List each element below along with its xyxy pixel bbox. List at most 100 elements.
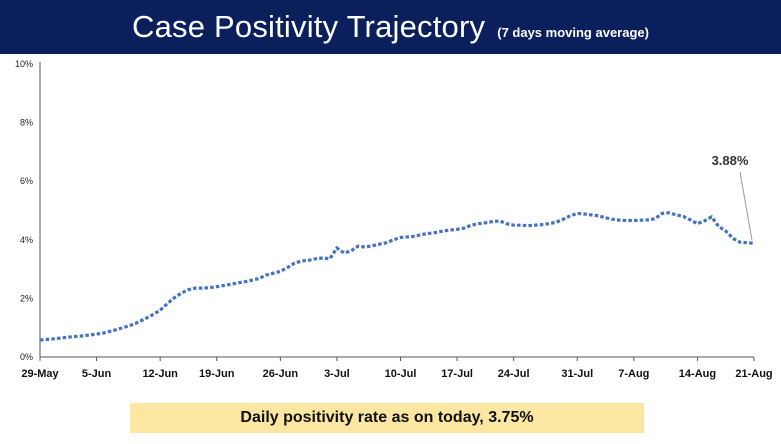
data-point	[640, 219, 642, 221]
data-point	[477, 223, 479, 225]
data-point	[315, 258, 317, 260]
data-point	[456, 228, 458, 230]
data-point	[371, 245, 373, 247]
x-tick-label: 7-Aug	[618, 368, 649, 380]
data-point	[598, 215, 600, 217]
data-point	[223, 285, 225, 287]
data-point	[251, 279, 253, 281]
data-point	[237, 282, 239, 284]
y-tick-label: 10%	[15, 59, 33, 69]
data-point	[491, 221, 493, 223]
data-point	[67, 336, 69, 338]
data-point	[506, 223, 508, 225]
data-point	[725, 230, 727, 232]
x-tick-label: 5-Jun	[82, 368, 112, 380]
data-point	[279, 270, 281, 272]
data-point	[534, 224, 536, 226]
positivity-series-line	[39, 211, 755, 342]
daily-positivity-callout: Daily positivity rate as on today, 3.75%	[130, 403, 644, 433]
data-point	[576, 212, 578, 214]
data-point	[230, 283, 232, 285]
data-point	[46, 338, 48, 340]
data-point	[647, 219, 649, 221]
annotation-label: 3.88%	[712, 153, 749, 168]
annotation-group: 3.88%	[712, 153, 753, 241]
x-tick-label: 26-Jun	[263, 368, 299, 380]
data-point	[385, 242, 387, 244]
data-point	[626, 220, 628, 222]
data-point	[569, 215, 571, 217]
data-point	[633, 220, 635, 222]
data-point	[583, 213, 585, 215]
data-point	[265, 274, 267, 276]
data-point	[159, 309, 161, 311]
data-point	[131, 324, 133, 326]
data-point	[654, 218, 656, 220]
data-point	[414, 235, 416, 237]
data-point	[294, 262, 296, 264]
data-point	[704, 220, 706, 222]
data-point	[696, 223, 698, 225]
data-point	[513, 224, 515, 226]
data-point	[378, 243, 380, 245]
x-tick-label: 3-Jul	[324, 368, 350, 380]
data-point	[605, 217, 607, 219]
y-tick-label: 2%	[20, 293, 33, 303]
data-point	[484, 222, 486, 224]
data-point	[435, 232, 437, 234]
data-point	[117, 328, 119, 330]
data-point	[74, 336, 76, 338]
data-point	[619, 219, 621, 221]
line-chart: 0% 2% 4% 6% 8% 10% 29-May 5-Jun 12-Jun 19-Jun 26-…	[15, 59, 773, 380]
data-point	[463, 227, 465, 229]
chart-axes	[39, 62, 754, 358]
data-point	[739, 241, 741, 243]
x-tick-label: 24-Jul	[498, 368, 530, 380]
data-point	[400, 237, 402, 239]
data-point	[96, 333, 98, 335]
page-subtitle: (7 days moving average)	[497, 24, 649, 40]
data-point	[527, 225, 529, 227]
data-point	[216, 286, 218, 288]
x-tick-label: 21-Aug	[735, 368, 772, 380]
data-point	[449, 229, 451, 231]
x-tick-label: 29-May	[21, 368, 59, 380]
x-tick-label: 19-Jun	[199, 368, 235, 380]
data-point	[590, 214, 592, 216]
data-point	[555, 221, 557, 223]
x-axis-labels: 29-May 5-Jun 12-Jun 19-Jun 26-Jun 3-Jul 10-Jul…	[21, 357, 773, 380]
data-point	[173, 297, 175, 299]
data-point	[258, 278, 260, 280]
data-point	[60, 337, 62, 339]
data-point	[180, 292, 182, 294]
data-point	[421, 234, 423, 236]
data-point	[103, 332, 105, 334]
data-point	[124, 326, 126, 328]
y-axis-labels: 0% 2% 4% 6% 8% 10%	[15, 59, 33, 362]
data-point	[110, 330, 112, 332]
data-point	[272, 272, 274, 274]
x-tick-label: 17-Jul	[441, 368, 473, 380]
y-tick-label: 6%	[20, 176, 33, 186]
data-points	[39, 212, 755, 341]
callout-text: Daily positivity rate as on today, 3.75%	[240, 409, 534, 426]
x-tick-label: 14-Aug	[679, 368, 716, 380]
data-point	[612, 218, 614, 220]
x-tick-label: 10-Jul	[385, 368, 417, 380]
x-tick-label: 12-Jun	[142, 368, 178, 380]
data-point	[209, 287, 211, 289]
data-point	[152, 314, 154, 316]
data-point	[244, 281, 246, 283]
data-point	[548, 223, 550, 225]
data-point	[188, 289, 190, 291]
data-point	[350, 250, 352, 252]
data-point	[308, 259, 310, 261]
data-point	[202, 287, 204, 289]
data-point	[343, 252, 345, 254]
data-point	[675, 214, 677, 216]
chart-area: 0% 2% 4% 6% 8% 10% 29-May 5-Jun 12-Jun 19-Jun 26-…	[0, 54, 781, 439]
data-point	[520, 224, 522, 226]
data-point	[746, 242, 748, 244]
x-tick-label: 31-Jul	[561, 368, 593, 380]
data-point	[689, 219, 691, 221]
